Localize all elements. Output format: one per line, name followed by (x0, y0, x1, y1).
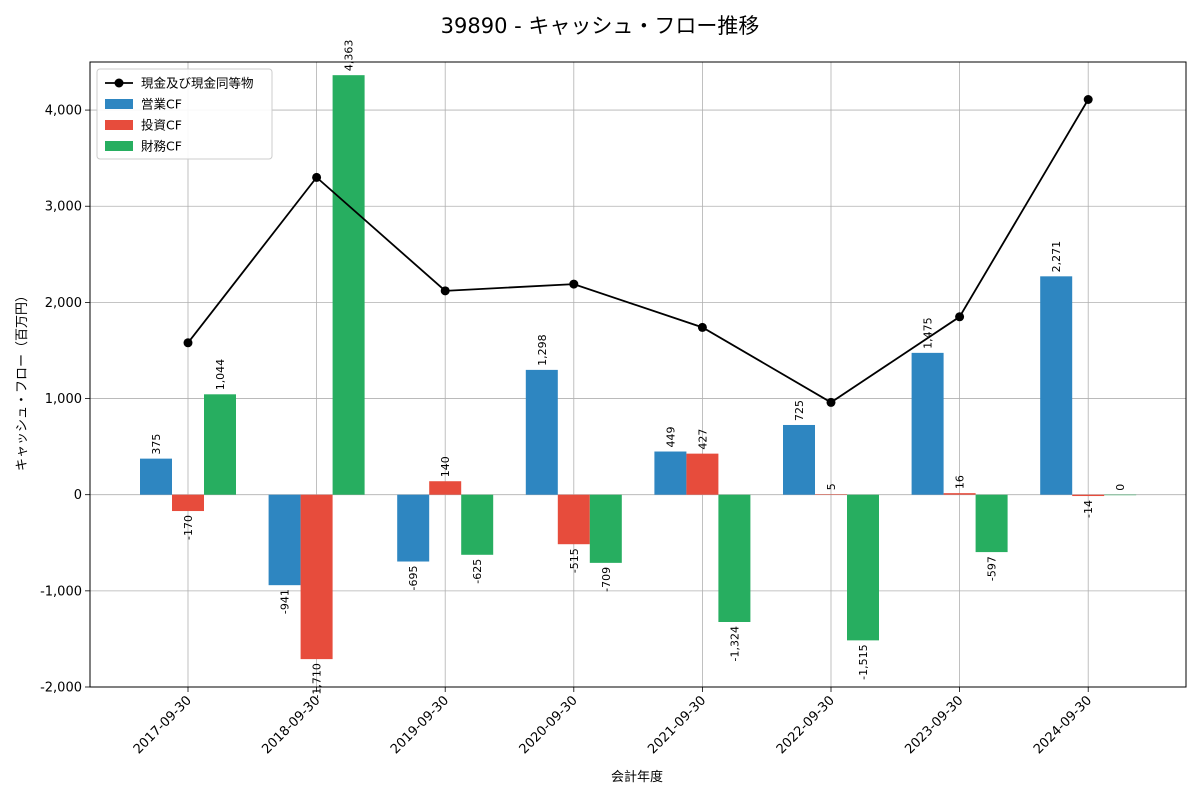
chart-title: 39890 - キャッシュ・フロー推移 (441, 14, 760, 38)
bar-value-label: 140 (439, 456, 452, 477)
bar-operating-cf (654, 451, 687, 495)
bar-operating-cf (525, 369, 558, 495)
legend-entry-label: 現金及び現金同等物 (141, 76, 254, 91)
legend-entry-label: 財務CF (141, 139, 182, 154)
bar-investing-cf (686, 453, 719, 495)
bar-operating-cf (1040, 276, 1073, 495)
bar-operating-cf (140, 458, 172, 495)
y-tick-label: 3,000 (45, 200, 82, 215)
y-tick-label: 2,000 (45, 296, 82, 311)
bar-financing-cf (461, 494, 494, 555)
bar-value-label: 5 (825, 483, 838, 490)
y-tick-label: -2,000 (40, 681, 82, 696)
cash-equivalents-point (955, 312, 965, 322)
bar-value-label: -1,324 (728, 626, 741, 661)
cash-equivalents-point (183, 338, 193, 348)
bar-operating-cf (397, 494, 430, 562)
bar-operating-cf (911, 352, 944, 495)
bar-investing-cf (1072, 494, 1105, 497)
y-axis-label: キャッシュ・フロー（百万円） (15, 289, 30, 471)
legend-bar-swatch (105, 141, 133, 151)
bar-operating-cf (268, 494, 301, 586)
bar-value-label: 449 (664, 427, 677, 448)
bar-value-label: 375 (150, 434, 163, 455)
bar-value-label: 16 (954, 475, 967, 489)
x-axis-label: 会計年度 (611, 769, 663, 785)
bar-value-label: -597 (986, 556, 999, 581)
x-tick-label: 2018-09-30 (259, 693, 323, 757)
bar-financing-cf (204, 394, 236, 495)
legend-marker-swatch (114, 78, 124, 88)
cash-equivalents-point (569, 279, 579, 289)
bar-value-label: -14 (1082, 500, 1095, 518)
legend-entry-label: 営業CF (141, 97, 182, 112)
bar-value-label: -695 (407, 566, 420, 591)
bar-value-label: 1,298 (536, 334, 549, 366)
cash-equivalents-point (440, 286, 450, 296)
bar-financing-cf (975, 494, 1008, 553)
bar-value-label: -709 (600, 567, 613, 592)
bar-financing-cf (847, 494, 879, 641)
bar-financing-cf (332, 75, 365, 495)
x-tick-label: 2024-09-30 (1031, 693, 1095, 757)
cash-equivalents-line (187, 99, 1089, 404)
bar-value-label: 1,475 (922, 317, 935, 349)
cash-equivalents-point (1083, 95, 1093, 104)
bar-value-label: -1,515 (857, 644, 870, 679)
y-tick-label: 4,000 (45, 104, 82, 119)
bar-financing-cf (718, 494, 751, 622)
bar-investing-cf (557, 494, 590, 545)
y-tick-label: -1,000 (40, 584, 82, 599)
x-tick-label: 2019-09-30 (388, 693, 452, 757)
bar-value-label: -170 (182, 515, 195, 540)
x-tick-label: 2017-09-30 (131, 693, 195, 757)
x-tick-label: 2022-09-30 (774, 693, 838, 757)
bar-investing-cf (815, 494, 847, 495)
bar-investing-cf (300, 494, 333, 660)
plot-frame (89, 61, 1187, 688)
y-tick-label: 0 (74, 488, 82, 503)
bar-investing-cf (429, 481, 462, 495)
bar-value-label: -1,710 (311, 663, 324, 698)
bar-value-label: -625 (471, 559, 484, 584)
bar-value-label: 2,271 (1050, 241, 1063, 273)
bar-financing-cf (589, 494, 622, 563)
legend-box (96, 68, 273, 160)
x-tick-label: 2020-09-30 (517, 693, 581, 757)
cash-equivalents-point (826, 397, 836, 407)
legend-entry-label: 投資CF (141, 118, 182, 133)
bar-value-label: 0 (1114, 484, 1127, 491)
bar-financing-cf (1104, 494, 1137, 496)
bar-value-label: 1,044 (214, 359, 227, 391)
legend-bar-swatch (105, 120, 133, 130)
bar-investing-cf (172, 494, 204, 512)
y-tick-label: 1,000 (45, 392, 82, 407)
cash-equivalents-point (697, 322, 707, 332)
bar-value-label: -515 (568, 548, 581, 573)
bar-value-label: -941 (279, 589, 292, 614)
cash-equivalents-point (312, 172, 322, 182)
bar-value-label: 725 (793, 400, 806, 421)
bar-value-label: 4,363 (343, 40, 356, 72)
x-tick-label: 2021-09-30 (645, 693, 709, 757)
bar-investing-cf (943, 493, 976, 495)
bar-operating-cf (783, 424, 815, 495)
legend-bar-swatch (105, 99, 133, 109)
bar-value-label: 427 (696, 429, 709, 450)
x-tick-label: 2023-09-30 (902, 693, 966, 757)
